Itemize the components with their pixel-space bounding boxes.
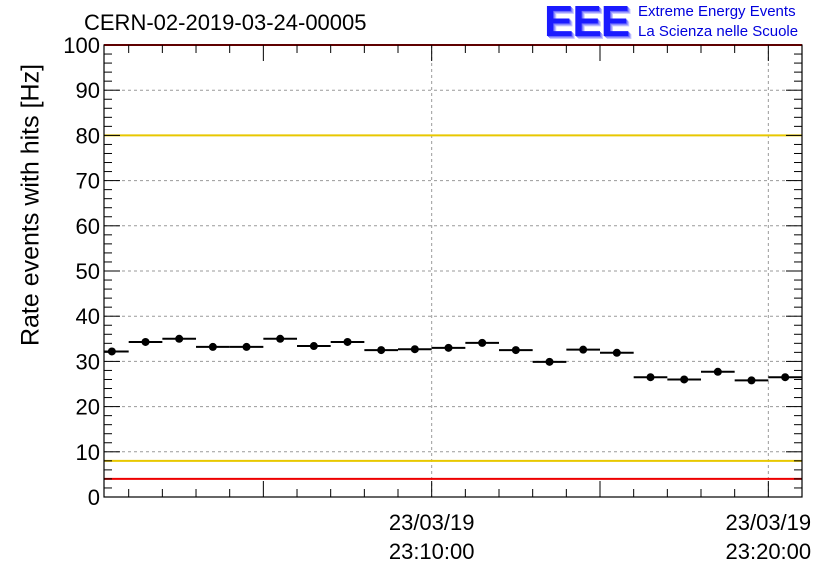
data-point-2 [175, 334, 184, 343]
y-tick-label-80: 80 [76, 123, 100, 148]
y-tick-label-20: 20 [76, 395, 100, 420]
data-point-7 [343, 337, 352, 346]
page-title: CERN-02-2019-03-24-00005 [84, 10, 367, 35]
y-tick-label-0: 0 [88, 485, 100, 510]
y-tick-label-100: 100 [63, 33, 100, 58]
data-point-20 [781, 373, 790, 382]
eee-logo-mark: EEE [544, 0, 630, 46]
data-point-4 [242, 342, 251, 351]
data-point-12 [511, 346, 520, 355]
y-tick-label-90: 90 [76, 78, 100, 103]
data-point-16 [646, 373, 655, 382]
data-point-9 [410, 345, 419, 354]
data-point-14 [579, 345, 588, 354]
data-point-8 [377, 346, 386, 355]
y-tick-label-70: 70 [76, 169, 100, 194]
x-tick-label-date-1: 23/03/19 [726, 510, 812, 535]
grid [104, 45, 802, 497]
data-point-17 [680, 375, 689, 384]
data-point-15 [612, 348, 621, 357]
data-point-18 [713, 367, 722, 376]
data-point-10 [444, 343, 453, 352]
y-tick-label-30: 30 [76, 349, 100, 374]
data-point-3 [208, 342, 217, 351]
data-point-19 [747, 376, 756, 385]
data-point-6 [309, 342, 318, 351]
y-tick-label-40: 40 [76, 304, 100, 329]
x-tick-label-time-0: 23:10:00 [389, 539, 475, 564]
eee-logo-line-1: Extreme Energy Events [638, 3, 796, 20]
data-point-5 [276, 334, 285, 343]
data-point-13 [545, 357, 554, 366]
data-points [104, 334, 802, 385]
y-tick-label-10: 10 [76, 440, 100, 465]
eee-logo-line-2: La Scienza nelle Scuole [638, 23, 799, 40]
axis-ticks [104, 44, 803, 498]
reference-lines [104, 44, 802, 480]
data-point-1 [141, 337, 150, 346]
y-tick-label-50: 50 [76, 259, 100, 284]
x-tick-label-date-0: 23/03/19 [389, 510, 475, 535]
data-point-11 [478, 338, 487, 347]
data-point-0 [107, 347, 116, 356]
tick-labels: 0 10 20 30 40 50 60 70 80 90 100 23/03/19 23:10:00 23… [63, 33, 811, 564]
y-tick-label-60: 60 [76, 214, 100, 239]
x-tick-label-time-1: 23:20:00 [726, 539, 812, 564]
